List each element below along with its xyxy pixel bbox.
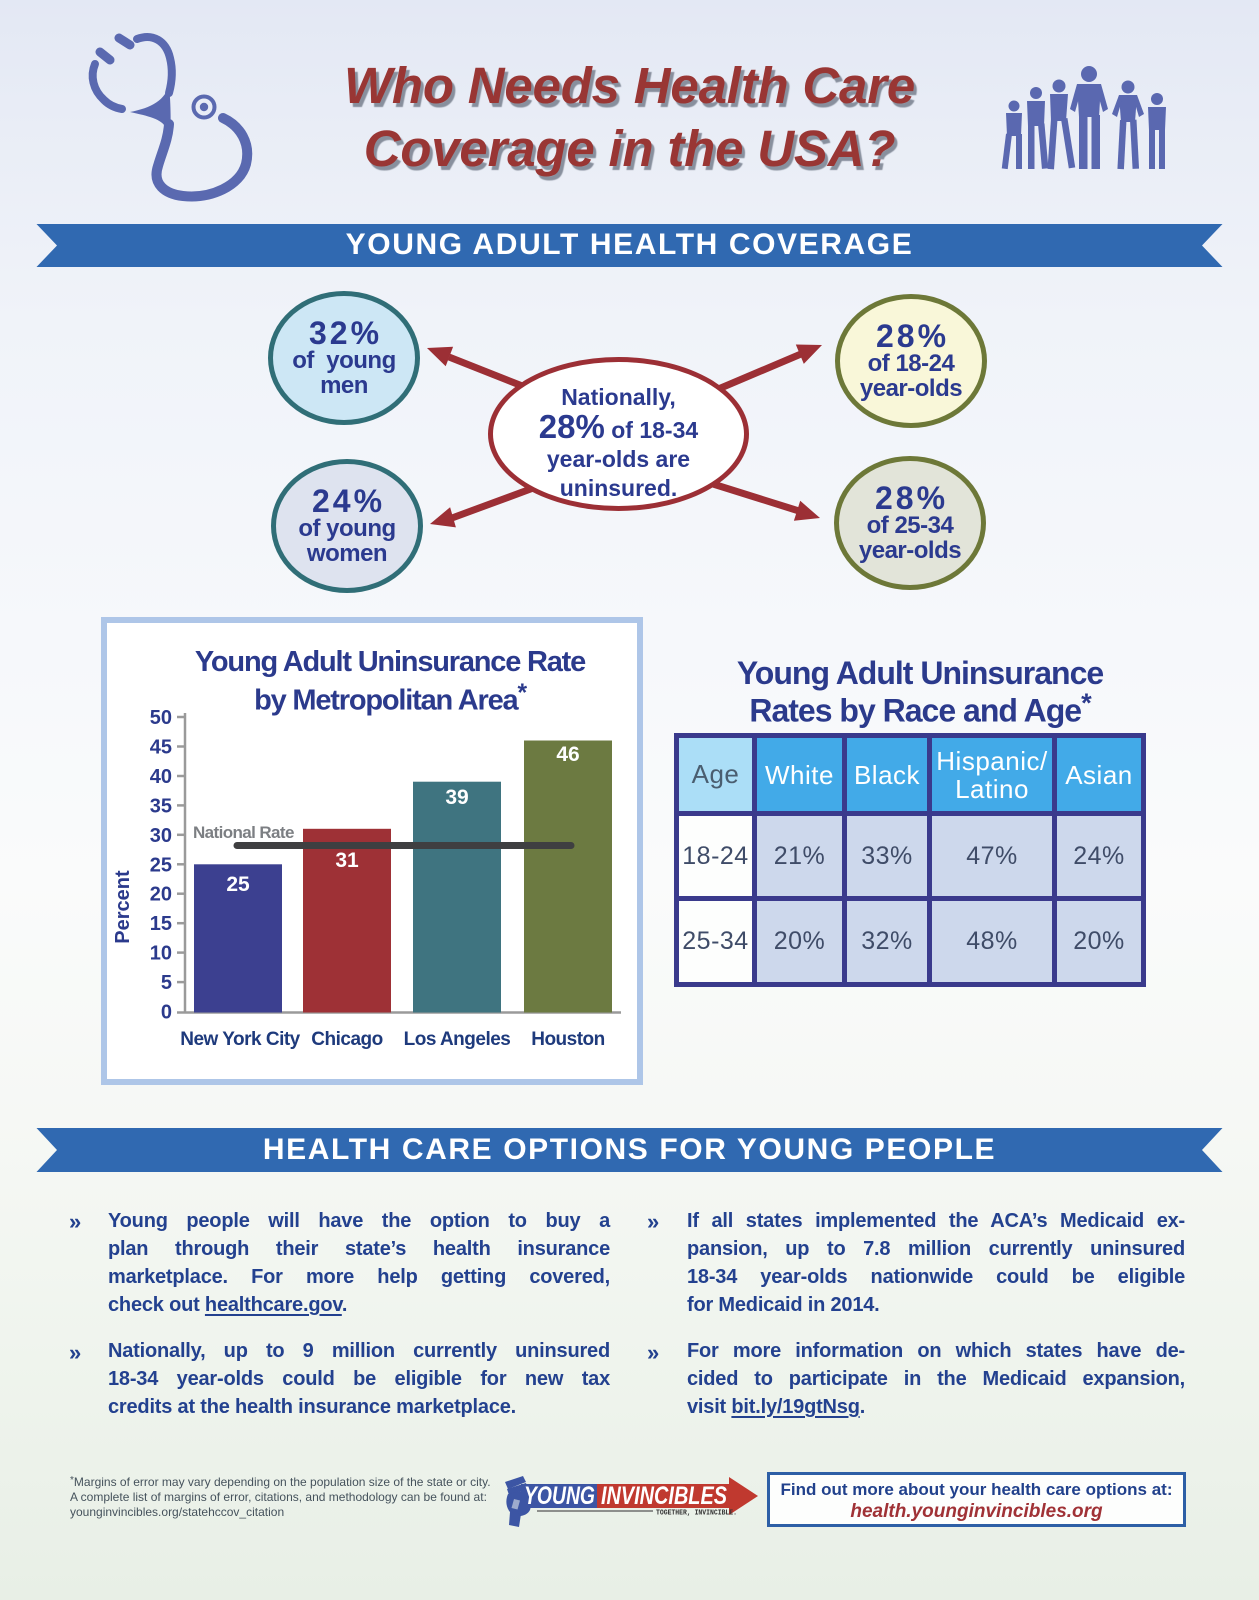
svg-text:45: 45 [150, 737, 172, 759]
svg-text:25: 25 [226, 873, 250, 896]
svg-text:10: 10 [150, 943, 172, 965]
svg-text:30: 30 [150, 825, 172, 847]
svg-text:National Rate: National Rate [193, 823, 294, 842]
svg-text:Chicago: Chicago [311, 1029, 382, 1050]
svg-text:39: 39 [445, 786, 468, 809]
svg-text:31: 31 [335, 849, 359, 872]
svg-text:INVINCIBLES: INVINCIBLES [601, 1482, 727, 1510]
svg-text:0: 0 [161, 1002, 172, 1024]
svg-text:35: 35 [150, 795, 172, 817]
svg-text:Houston: Houston [531, 1029, 605, 1050]
svg-text:46: 46 [556, 743, 579, 766]
svg-text:TOGETHER, INVINCIBLE.: TOGETHER, INVINCIBLE. [656, 1510, 737, 1518]
svg-text:50: 50 [150, 707, 172, 729]
svg-text:15: 15 [150, 913, 172, 935]
svg-text:25: 25 [150, 854, 172, 876]
svg-text:Los Angeles: Los Angeles [404, 1029, 511, 1050]
svg-text:20: 20 [150, 884, 172, 906]
svg-text:New York City: New York City [180, 1029, 300, 1050]
svg-text:YOUNG: YOUNG [524, 1482, 595, 1510]
svg-text:Percent: Percent [112, 870, 134, 944]
svg-text:5: 5 [161, 972, 172, 994]
svg-text:40: 40 [150, 766, 172, 788]
